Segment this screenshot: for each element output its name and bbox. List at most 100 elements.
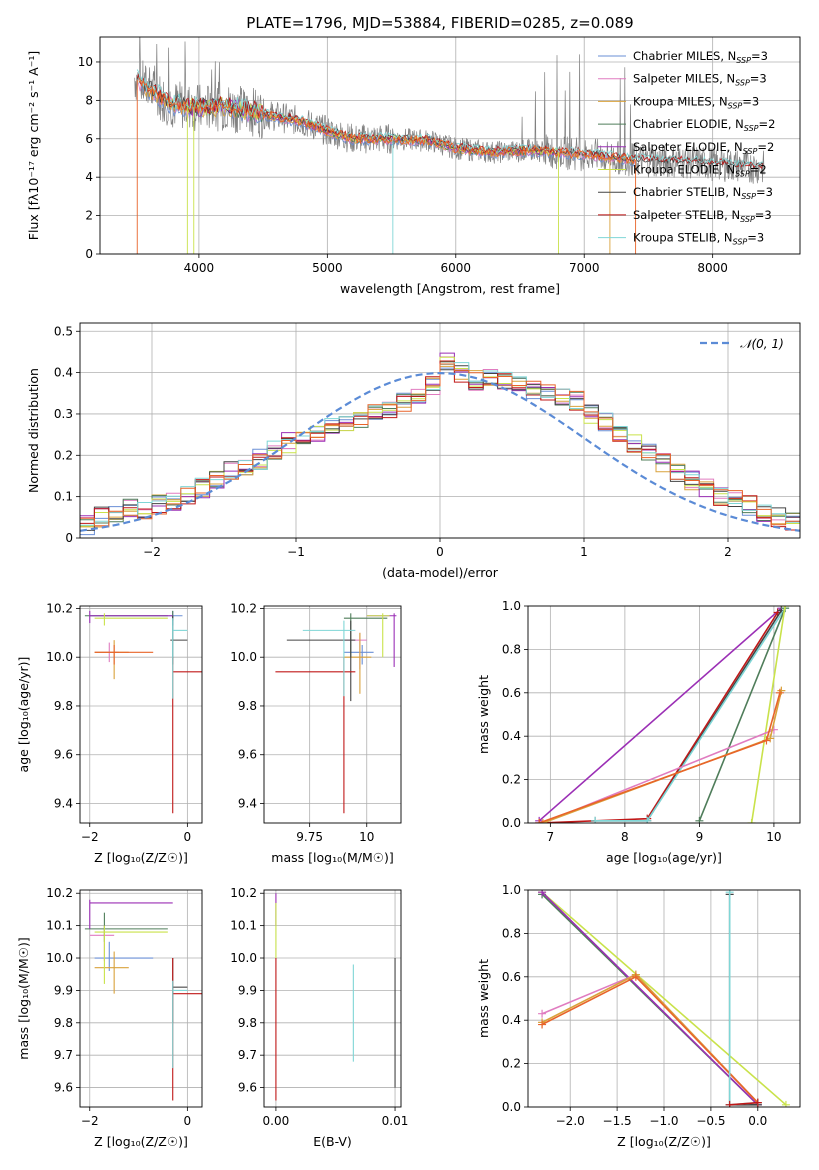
mass-weight-line bbox=[698, 607, 786, 822]
mass-weight-marker bbox=[695, 816, 704, 823]
legend-entry: Salpeter MILES, NSSP=3 bbox=[633, 72, 767, 88]
plot-area bbox=[275, 613, 397, 814]
y-tick-label: 9.7 bbox=[54, 1048, 73, 1062]
x-tick-label: 0 bbox=[184, 1114, 192, 1128]
x-tick-label: 4000 bbox=[184, 261, 215, 275]
legend-subscript: SSP bbox=[740, 215, 755, 224]
mass-weight-marker bbox=[631, 972, 640, 981]
y-tick-label: 9.6 bbox=[238, 1081, 257, 1095]
mass-weight-marker bbox=[725, 890, 734, 897]
legend-text: Salpeter MILES, N bbox=[633, 72, 735, 86]
model-spectrum-line bbox=[138, 77, 636, 165]
x-tick-label: 6000 bbox=[441, 261, 472, 275]
y-tick-label: 10.2 bbox=[230, 601, 257, 615]
axes-frame bbox=[79, 322, 801, 539]
x-tick-label: 10 bbox=[766, 830, 781, 844]
legend-subscript: SSP bbox=[743, 147, 758, 156]
mass-weight-marker bbox=[781, 1100, 790, 1107]
axes-frame bbox=[263, 605, 402, 824]
legend-text: =3 bbox=[756, 185, 773, 199]
legend-text: Salpeter ELODIE, N bbox=[633, 140, 743, 154]
y-tick-label: 1.0 bbox=[502, 883, 521, 897]
x-tick-label: 8 bbox=[621, 830, 629, 844]
y-tick-label: 0.3 bbox=[54, 407, 73, 421]
axes-frame bbox=[527, 605, 801, 824]
age-vs-metallicity-panel: −2 0 9.4 9.6 9.8 10.0 10.2 Z [log₁₀(Z/Z☉)] age [… bbox=[16, 601, 203, 865]
x-tick-label: 0.0 bbox=[748, 1114, 767, 1128]
y-tick-label: 0.1 bbox=[54, 490, 73, 504]
mass-weight-line bbox=[539, 612, 779, 823]
y-tick-label: 6 bbox=[85, 132, 93, 146]
y-tick-label: 9.9 bbox=[54, 983, 73, 997]
legend-text: Salpeter STELIB, N bbox=[633, 208, 740, 222]
mass-weight-marker bbox=[538, 890, 547, 897]
y-tick-label: 4 bbox=[85, 170, 93, 184]
legend-entry: Kroupa ELODIE, NSSP=2 bbox=[633, 163, 767, 179]
x-tick-label: −2 bbox=[81, 1114, 99, 1128]
legend-text: =2 bbox=[757, 140, 774, 154]
legend-entry: 𝒩(0, 1) bbox=[740, 337, 784, 351]
legend-entry: Kroupa MILES, NSSP=3 bbox=[633, 94, 759, 110]
normal-distribution-curve bbox=[80, 371, 800, 532]
spectrum-panel: 4000 5000 6000 7000 8000 0 2 4 6 8 10 wavelength [A… bbox=[26, 36, 801, 296]
x-tick-label: −2 bbox=[81, 830, 99, 844]
model-spectrum-line bbox=[136, 69, 764, 167]
x-axis-label: E(B-V) bbox=[313, 1134, 352, 1149]
mass-vs-extinction-panel: 0.00 0.01 9.6 9.7 9.8 9.9 10.0 10.1 10.2 E(B-V) bbox=[230, 886, 408, 1149]
y-tick-label: 9.8 bbox=[54, 1016, 73, 1030]
y-axis-label: Normed distribution bbox=[26, 368, 41, 493]
y-tick-label: 2 bbox=[85, 209, 93, 223]
legend-subscript: SSP bbox=[733, 238, 748, 247]
mass-weight-marker bbox=[753, 1098, 762, 1107]
x-axis-label: Z [log₁₀(Z/Z☉)] bbox=[94, 850, 188, 865]
legend-subscript: SSP bbox=[736, 56, 751, 65]
x-tick-label: 5000 bbox=[312, 261, 343, 275]
legend-text: Chabrier ELODIE, N bbox=[633, 117, 744, 131]
mass-weight-line bbox=[538, 607, 782, 822]
y-tick-label: 0.6 bbox=[502, 686, 521, 700]
x-axis-label: Z [log₁₀(Z/Z☉)] bbox=[94, 1134, 188, 1149]
age-vs-mass-panel: 9.75 10 9.4 9.6 9.8 10.0 10.2 mass [log₁₀(M/M☉)… bbox=[230, 601, 402, 865]
y-tick-label: 9.4 bbox=[54, 796, 73, 810]
y-tick-label: 0 bbox=[65, 531, 73, 545]
mass-weight-marker bbox=[725, 1100, 734, 1107]
mass-weight-line bbox=[728, 894, 758, 1106]
y-tick-label: 9.9 bbox=[238, 983, 257, 997]
y-tick-label: 0.2 bbox=[502, 773, 521, 787]
legend-text: =2 bbox=[750, 163, 767, 177]
y-axis-label: mass weight bbox=[476, 959, 491, 1038]
mass-weight-marker bbox=[762, 736, 771, 745]
x-tick-label: 8000 bbox=[697, 261, 728, 275]
x-tick-label: −1.5 bbox=[603, 1114, 632, 1128]
legend-text: =3 bbox=[747, 231, 764, 245]
x-tick-label: −2 bbox=[143, 545, 161, 559]
legend-subscript: SSP bbox=[744, 124, 759, 133]
plot-area bbox=[84, 610, 202, 814]
y-tick-label: 10.2 bbox=[230, 886, 257, 900]
legend-entry: Kroupa STELIB, NSSP=3 bbox=[633, 231, 764, 247]
x-tick-label: −1 bbox=[287, 545, 305, 559]
mass-weight-marker bbox=[781, 606, 790, 610]
y-tick-label: 10.0 bbox=[46, 951, 73, 965]
x-tick-label: 1 bbox=[580, 545, 588, 559]
x-tick-label: 0 bbox=[184, 830, 192, 844]
y-tick-label: 10.0 bbox=[230, 951, 257, 965]
y-tick-label: 10.2 bbox=[46, 886, 73, 900]
mass-weight-marker bbox=[591, 816, 600, 823]
mass-weight-marker bbox=[769, 725, 778, 734]
y-tick-label: 9.6 bbox=[238, 748, 257, 762]
x-tick-label: −2.0 bbox=[556, 1114, 585, 1128]
legend-subscript: SSP bbox=[728, 101, 743, 110]
y-tick-label: 10.0 bbox=[46, 650, 73, 664]
x-axis-label: age [log₁₀(age/yr)] bbox=[606, 850, 722, 865]
plot-area bbox=[538, 890, 790, 1107]
axes-frame bbox=[79, 889, 203, 1108]
y-tick-label: 0.0 bbox=[502, 816, 521, 830]
x-tick-label: 2 bbox=[724, 545, 732, 559]
plot-area bbox=[535, 606, 790, 823]
y-tick-label: 0.5 bbox=[54, 324, 73, 338]
mass-weight-marker bbox=[535, 819, 544, 823]
axes-frame bbox=[263, 889, 402, 1108]
mass-weight-marker bbox=[538, 1009, 547, 1018]
legend-entry: Chabrier ELODIE, NSSP=2 bbox=[633, 117, 775, 133]
